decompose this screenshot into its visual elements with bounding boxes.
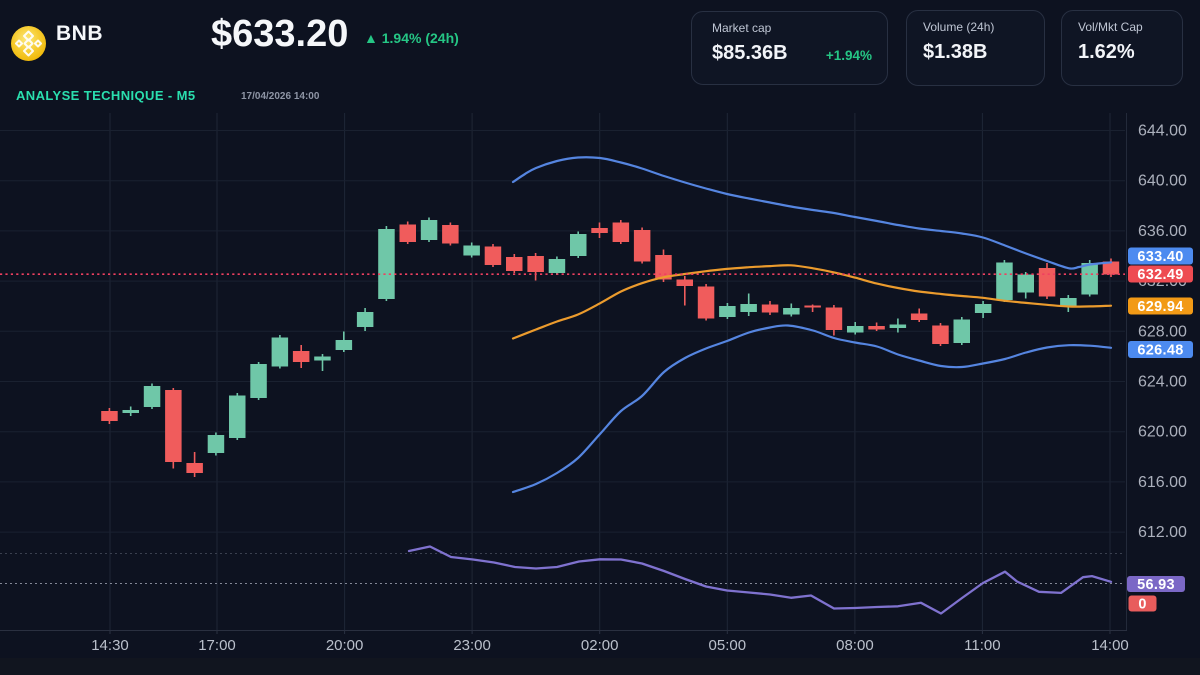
svg-text:644.00: 644.00	[1138, 123, 1187, 140]
svg-text:14:30: 14:30	[91, 637, 129, 654]
svg-text:08:00: 08:00	[836, 637, 874, 654]
svg-text:11:00: 11:00	[964, 637, 1000, 654]
svg-text:612.00: 612.00	[1138, 524, 1187, 541]
svg-text:20:00: 20:00	[326, 637, 364, 654]
svg-text:624.00: 624.00	[1138, 374, 1187, 391]
svg-text:632.49: 632.49	[1137, 267, 1183, 283]
svg-text:56.93: 56.93	[1137, 577, 1175, 593]
svg-text:02:00: 02:00	[581, 637, 619, 654]
svg-text:17:00: 17:00	[198, 637, 236, 654]
svg-text:05:00: 05:00	[709, 637, 747, 654]
svg-text:636.00: 636.00	[1138, 223, 1187, 240]
svg-text:616.00: 616.00	[1138, 474, 1187, 491]
svg-text:23:00: 23:00	[453, 637, 491, 654]
svg-text:628.00: 628.00	[1138, 323, 1187, 340]
svg-text:633.40: 633.40	[1137, 249, 1183, 265]
svg-text:620.00: 620.00	[1138, 424, 1187, 441]
svg-text:14:00: 14:00	[1091, 637, 1129, 654]
svg-text:0: 0	[1138, 597, 1146, 613]
svg-text:629.94: 629.94	[1137, 299, 1183, 315]
svg-text:640.00: 640.00	[1138, 173, 1187, 190]
svg-text:626.48: 626.48	[1137, 343, 1183, 359]
